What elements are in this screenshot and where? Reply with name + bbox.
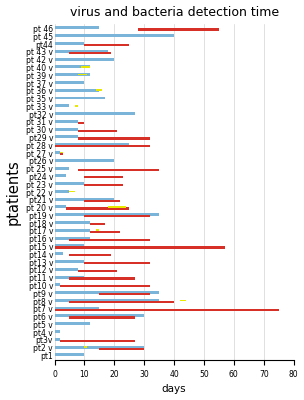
Bar — [54, 50, 108, 53]
Bar — [69, 238, 150, 241]
Bar — [78, 168, 159, 171]
Title: virus and bacteria detection time: virus and bacteria detection time — [70, 6, 279, 18]
Bar — [69, 52, 111, 54]
Bar — [54, 89, 99, 92]
Bar — [54, 112, 135, 115]
Bar — [54, 330, 60, 333]
Bar — [54, 237, 90, 240]
Bar — [54, 96, 105, 100]
Bar — [85, 44, 129, 46]
Bar — [54, 42, 85, 45]
Bar — [85, 262, 150, 264]
Bar — [54, 299, 159, 302]
Bar — [78, 270, 117, 272]
Bar — [69, 301, 174, 303]
Bar — [54, 151, 60, 154]
Bar — [90, 231, 120, 233]
Bar — [54, 252, 64, 255]
Bar — [54, 229, 90, 232]
X-axis label: days: days — [162, 384, 186, 394]
Bar — [69, 254, 111, 256]
Bar — [75, 105, 78, 107]
Bar — [54, 190, 69, 193]
Bar — [78, 122, 85, 124]
Bar — [69, 190, 75, 192]
Bar — [99, 293, 150, 295]
Bar — [78, 137, 150, 140]
Bar — [54, 206, 67, 208]
Bar — [54, 260, 85, 263]
Bar — [54, 166, 69, 170]
Bar — [108, 206, 126, 208]
Bar — [96, 230, 99, 231]
Bar — [54, 346, 144, 348]
Bar — [85, 346, 87, 348]
Bar — [54, 246, 225, 248]
Bar — [54, 26, 99, 30]
Bar — [54, 182, 85, 185]
Bar — [180, 300, 186, 301]
Bar — [81, 66, 90, 68]
Bar — [54, 276, 85, 278]
Bar — [54, 322, 90, 325]
Bar — [60, 152, 64, 153]
Bar — [54, 120, 78, 123]
Bar — [60, 340, 135, 342]
Bar — [54, 65, 90, 68]
Bar — [69, 316, 135, 318]
Bar — [85, 215, 150, 218]
Bar — [78, 130, 117, 132]
Bar — [54, 145, 150, 147]
Bar — [54, 104, 69, 107]
Bar — [54, 143, 129, 146]
Bar — [78, 74, 87, 76]
Bar — [54, 353, 85, 356]
Bar — [96, 89, 102, 91]
Bar — [85, 176, 123, 178]
Bar — [54, 314, 144, 318]
Bar — [54, 309, 279, 311]
Bar — [138, 28, 219, 30]
Bar — [54, 174, 67, 177]
Bar — [54, 34, 174, 37]
Bar — [54, 58, 114, 60]
Bar — [54, 198, 114, 201]
Y-axis label: ptatients: ptatients — [5, 159, 21, 225]
Bar — [99, 348, 144, 350]
Bar — [54, 244, 85, 247]
Bar — [60, 285, 150, 288]
Bar — [54, 268, 78, 271]
Bar — [54, 221, 90, 224]
Bar — [54, 136, 78, 138]
Bar — [54, 307, 99, 310]
Bar — [54, 291, 159, 294]
Bar — [54, 128, 78, 131]
Bar — [67, 208, 129, 210]
Bar — [54, 159, 114, 162]
Bar — [85, 200, 120, 202]
Bar — [54, 283, 60, 286]
Bar — [60, 153, 64, 155]
Bar — [85, 184, 123, 186]
Bar — [54, 81, 85, 84]
Bar — [69, 278, 135, 280]
Bar — [54, 338, 60, 341]
Bar — [54, 213, 159, 216]
Bar — [54, 73, 90, 76]
Bar — [90, 223, 105, 225]
